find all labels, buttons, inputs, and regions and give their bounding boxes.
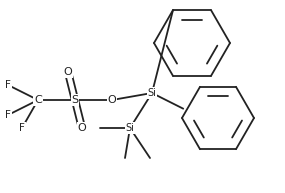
- Text: O: O: [64, 67, 72, 77]
- Text: O: O: [108, 95, 116, 105]
- Text: F: F: [19, 123, 25, 133]
- Text: C: C: [34, 95, 42, 105]
- Text: F: F: [5, 80, 11, 90]
- Text: S: S: [72, 95, 79, 105]
- Text: O: O: [78, 123, 86, 133]
- Text: F: F: [5, 110, 11, 120]
- Text: Si: Si: [148, 88, 156, 98]
- Text: Si: Si: [126, 123, 135, 133]
